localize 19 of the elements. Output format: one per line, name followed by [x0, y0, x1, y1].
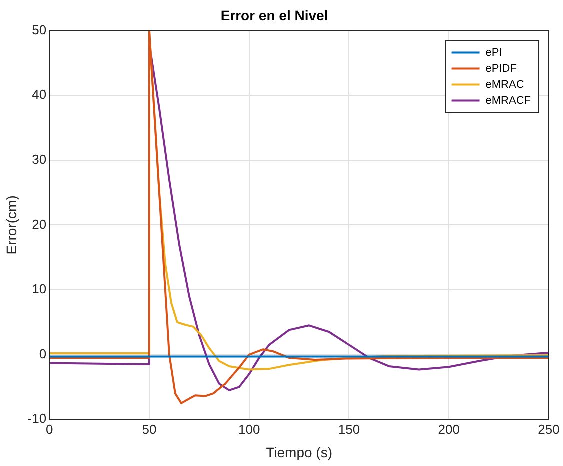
legend-label: ePI [486, 46, 502, 59]
legend-label: eMRACF [486, 94, 532, 107]
y-tick-label: -10 [28, 411, 47, 426]
y-tick-label: 50 [32, 22, 47, 38]
y-axis-title: Error(cm) [3, 196, 20, 255]
chart-title: Error en el Nivel [220, 7, 328, 24]
legend-label: ePIDF [486, 62, 518, 75]
y-tick-label: 20 [32, 216, 47, 232]
y-tick-label: 30 [32, 152, 47, 167]
x-tick-label: 200 [438, 422, 460, 437]
legend-label: eMRAC [486, 78, 524, 91]
x-tick-label: 150 [338, 422, 360, 437]
x-tick-label: 50 [142, 422, 157, 437]
x-axis-title: Tiempo (s) [266, 444, 332, 460]
y-tick-label: 40 [32, 87, 47, 102]
x-tick-label: 100 [238, 422, 260, 437]
x-tick-label: 250 [538, 422, 560, 437]
y-tick-label: 0 [39, 346, 47, 362]
y-tick-label: 10 [32, 282, 47, 297]
